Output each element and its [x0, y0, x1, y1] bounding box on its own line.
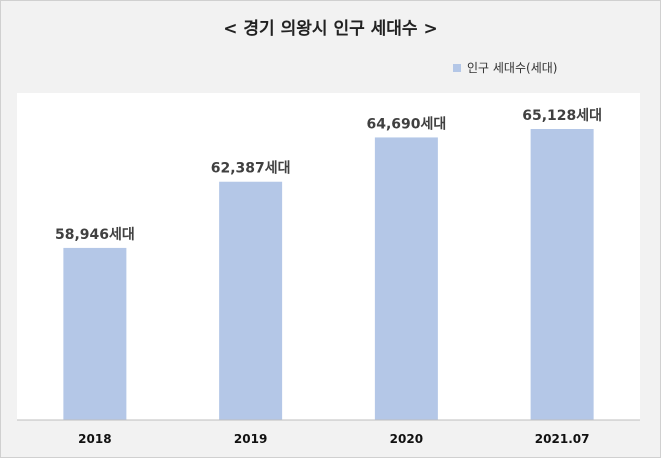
- bar-2020: [374, 137, 438, 420]
- legend-swatch: [453, 63, 461, 72]
- category-label-2020: 2020: [390, 432, 423, 446]
- data-label-2020: 64,690세대: [366, 116, 446, 132]
- data-label-2021.07: 65,128세대: [522, 108, 602, 124]
- bars-group: 58,946세대 62,387세대 64,690세대 65,128세대: [55, 108, 602, 420]
- bar-2019: [219, 181, 283, 420]
- category-label-2018: 2018: [78, 432, 111, 446]
- data-label-2019: 62,387세대: [211, 161, 291, 177]
- bar-2021.07: [530, 129, 594, 420]
- legend-label: 인구 세대수(세대): [467, 61, 558, 75]
- data-label-2018: 58,946세대: [55, 227, 135, 243]
- category-label-2021.07: 2021.07: [535, 432, 590, 446]
- legend: 인구 세대수(세대): [453, 59, 557, 76]
- chart-title: < 경기 의왕시 인구 세대수 >: [223, 19, 438, 39]
- category-labels-group: 2018 2019 2020 2021.07: [78, 432, 589, 446]
- bar-2018: [63, 247, 127, 420]
- category-label-2019: 2019: [234, 432, 267, 446]
